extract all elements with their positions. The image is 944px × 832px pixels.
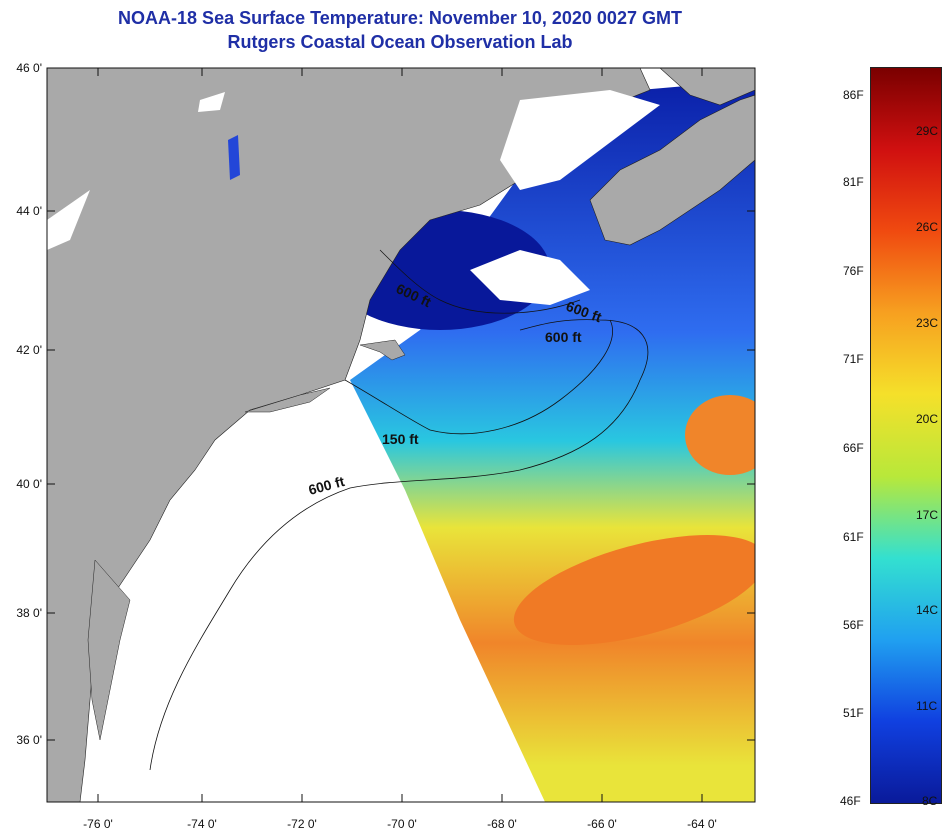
contour-label: 150 ft <box>382 431 419 447</box>
colorbar-label-f: 56F <box>843 618 864 632</box>
lake <box>47 190 90 250</box>
contour-600ft-gom <box>379 249 581 314</box>
land-nova-scotia <box>589 94 755 246</box>
colorbar-label-c: 23C <box>916 316 939 330</box>
lon-label: -68 0' <box>487 817 517 831</box>
lake <box>228 135 240 180</box>
lon-label: -64 0' <box>687 817 717 831</box>
colorbar-label-f: 76F <box>843 264 864 278</box>
lat-label: 38 0' <box>16 606 42 620</box>
colorbar-label-c: 14C <box>916 603 939 617</box>
colorbar-label-f: 86F <box>843 88 864 102</box>
map-title: NOAA-18 Sea Surface Temperature: Novembe… <box>118 8 682 28</box>
map-frame-content <box>47 68 755 802</box>
lat-label: 44 0' <box>16 204 42 218</box>
land-delmarva <box>87 559 131 741</box>
colorbar-label-c: 29C <box>916 124 939 138</box>
contour-600ft <box>149 319 649 771</box>
lat-label: 42 0' <box>16 343 42 357</box>
lat-label: 46 0' <box>16 61 42 75</box>
warm-eddy <box>685 395 755 475</box>
map-subtitle: Rutgers Coastal Ocean Observation Lab <box>227 32 573 52</box>
lat-label: 40 0' <box>16 477 42 491</box>
lon-label: -74 0' <box>187 817 217 831</box>
contour-label: 600 ft <box>545 329 582 345</box>
lon-axis: -76 0' -74 0' -72 0' -70 0' -68 0' -66 0… <box>83 68 717 831</box>
lat-label: 36 0' <box>16 733 42 747</box>
colorbar-label-c: 17C <box>916 508 939 522</box>
colorbar-label-c: 11C <box>916 699 938 713</box>
colorbar-gradient <box>871 68 941 803</box>
lon-label: -76 0' <box>83 817 113 831</box>
lon-label: -70 0' <box>387 817 417 831</box>
map-frame <box>46 67 756 803</box>
lat-axis: 46 0' 44 0' 42 0' 40 0' 38 0' 36 0' <box>16 61 755 747</box>
colorbar-label-c: 20C <box>916 412 939 426</box>
lake <box>198 92 225 112</box>
bay-of-fundy-nodata <box>500 90 660 190</box>
lon-label: -66 0' <box>587 817 617 831</box>
temperature-colorbar <box>870 67 942 804</box>
colorbar-label-f: 51F <box>843 706 864 720</box>
contour-150ft <box>344 319 613 435</box>
georges-bank-nodata <box>470 250 590 305</box>
colorbar-label-f: 66F <box>843 441 864 455</box>
colorbar-label-f: 81F <box>843 175 864 189</box>
land-cape-cod <box>359 339 406 361</box>
gulf-stream-band <box>513 535 755 645</box>
colorbar-label-c: 26C <box>916 220 939 234</box>
colorbar-label-f: 71F <box>843 352 864 366</box>
colorbar-label-c: 8C <box>922 794 938 808</box>
colorbar-label-f: 61F <box>843 530 864 544</box>
colorbar-label-f: 46F <box>840 794 861 808</box>
land-long-island <box>244 387 331 413</box>
land-northeast <box>659 68 755 106</box>
lon-label: -72 0' <box>287 817 317 831</box>
